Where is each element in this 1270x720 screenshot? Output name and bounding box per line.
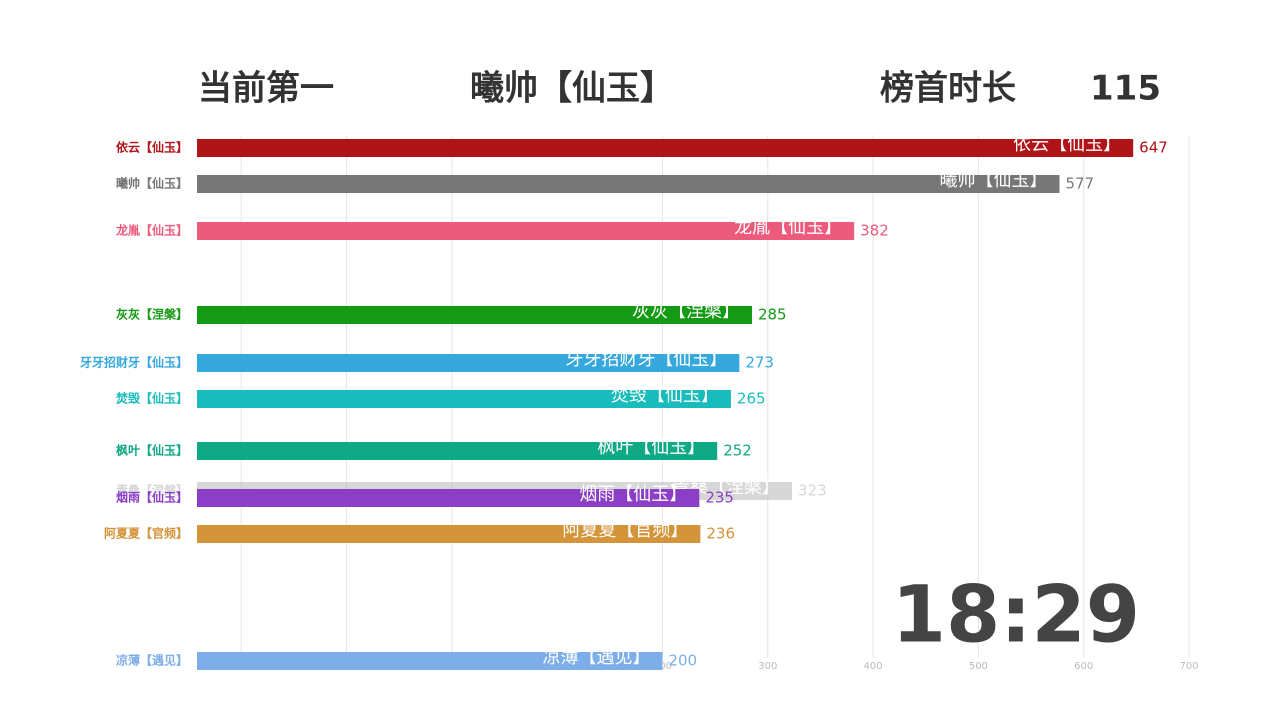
- value-label: 273: [745, 354, 774, 372]
- bar: [197, 442, 718, 460]
- bar: [197, 525, 701, 543]
- bar: [197, 489, 700, 507]
- bar-inner-label: 阿夏夏【官频】: [562, 520, 688, 541]
- bar-row: 曦帅【仙玉】 曦帅【仙玉】 577: [116, 170, 1094, 193]
- x-tick-label: 700: [1179, 661, 1198, 672]
- bar-row: 依云【仙玉】 依云【仙玉】 647: [116, 134, 1168, 157]
- value-label: 382: [860, 222, 889, 240]
- bar-inner-label: 依云【仙玉】: [1013, 134, 1121, 155]
- value-label: 200: [668, 652, 697, 670]
- y-tick-label: 曦帅【仙玉】: [116, 176, 188, 191]
- bar-row: 阿夏夏【官频】 阿夏夏【官频】 236: [104, 520, 735, 543]
- bar: [197, 354, 740, 372]
- y-tick-label: 焚毁【仙玉】: [115, 391, 188, 406]
- y-tick-label: 烟雨【仙玉】: [116, 490, 188, 505]
- y-tick-label: 枫叶【仙玉】: [116, 443, 188, 458]
- bar: [197, 652, 663, 670]
- bar-inner-label: 曦帅【仙玉】: [939, 170, 1047, 191]
- bar: [197, 175, 1060, 193]
- y-tick-label: 青桑【涅槃】: [116, 483, 188, 498]
- duration-label: 榜首时长: [880, 69, 1016, 109]
- value-label: 265: [737, 390, 766, 408]
- value-label: 285: [758, 306, 787, 324]
- bar-inner-label: 焚毁【仙玉】: [611, 385, 719, 406]
- y-tick-label: 灰灰【涅槃】: [116, 307, 188, 322]
- bar: [197, 222, 855, 240]
- value-label: 323: [798, 482, 827, 500]
- leader-label: 当前第一: [198, 69, 334, 109]
- leader-name: 曦帅【仙玉】: [470, 69, 674, 109]
- bar-inner-label: 凉薄【遇见】: [542, 647, 650, 668]
- bar: [197, 139, 1134, 157]
- bar-row: 烟雨【仙玉】 烟雨【仙玉】 235: [116, 484, 734, 507]
- x-tick-label: 600: [1074, 661, 1093, 672]
- duration-value: 115: [1090, 69, 1161, 109]
- y-tick-label: 依云【仙玉】: [116, 140, 188, 155]
- bar-row: 龙胤【仙玉】 龙胤【仙玉】 382: [116, 217, 889, 240]
- bar-row: 枫叶【仙玉】 枫叶【仙玉】 252: [116, 437, 752, 460]
- bar-inner-label: 灰灰【涅槃】: [632, 301, 740, 322]
- y-tick-label: 凉薄【遇见】: [116, 653, 188, 668]
- bar-row: 凉薄【遇见】 凉薄【遇见】 200: [116, 647, 697, 670]
- x-tick-label: 500: [969, 661, 988, 672]
- bar: [197, 306, 752, 324]
- bar-row: 灰灰【涅槃】 灰灰【涅槃】 285: [116, 301, 787, 324]
- value-label: 252: [723, 442, 752, 460]
- bar-inner-label: 龙胤【仙玉】: [734, 217, 842, 238]
- bar: [197, 390, 731, 408]
- y-tick-label: 龙胤【仙玉】: [116, 223, 188, 238]
- bar-row: 牙牙招财牙【仙玉】 牙牙招财牙【仙玉】 273: [80, 349, 774, 372]
- value-label: 235: [705, 489, 734, 507]
- bar-inner-label: 烟雨【仙玉】: [579, 484, 687, 505]
- value-label: 647: [1139, 139, 1168, 157]
- y-tick-label: 牙牙招财牙【仙玉】: [80, 355, 188, 370]
- value-label: 236: [706, 525, 735, 543]
- x-tick-label: 300: [758, 661, 777, 672]
- x-tick-label: 400: [864, 661, 883, 672]
- bar-inner-label: 枫叶【仙玉】: [597, 437, 705, 458]
- clock: 18:29: [892, 570, 1140, 660]
- bar-inner-label: 牙牙招财牙【仙玉】: [565, 349, 727, 370]
- bar-row: 焚毁【仙玉】 焚毁【仙玉】 265: [115, 385, 766, 408]
- y-tick-label: 阿夏夏【官频】: [104, 526, 188, 541]
- value-label: 577: [1065, 175, 1094, 193]
